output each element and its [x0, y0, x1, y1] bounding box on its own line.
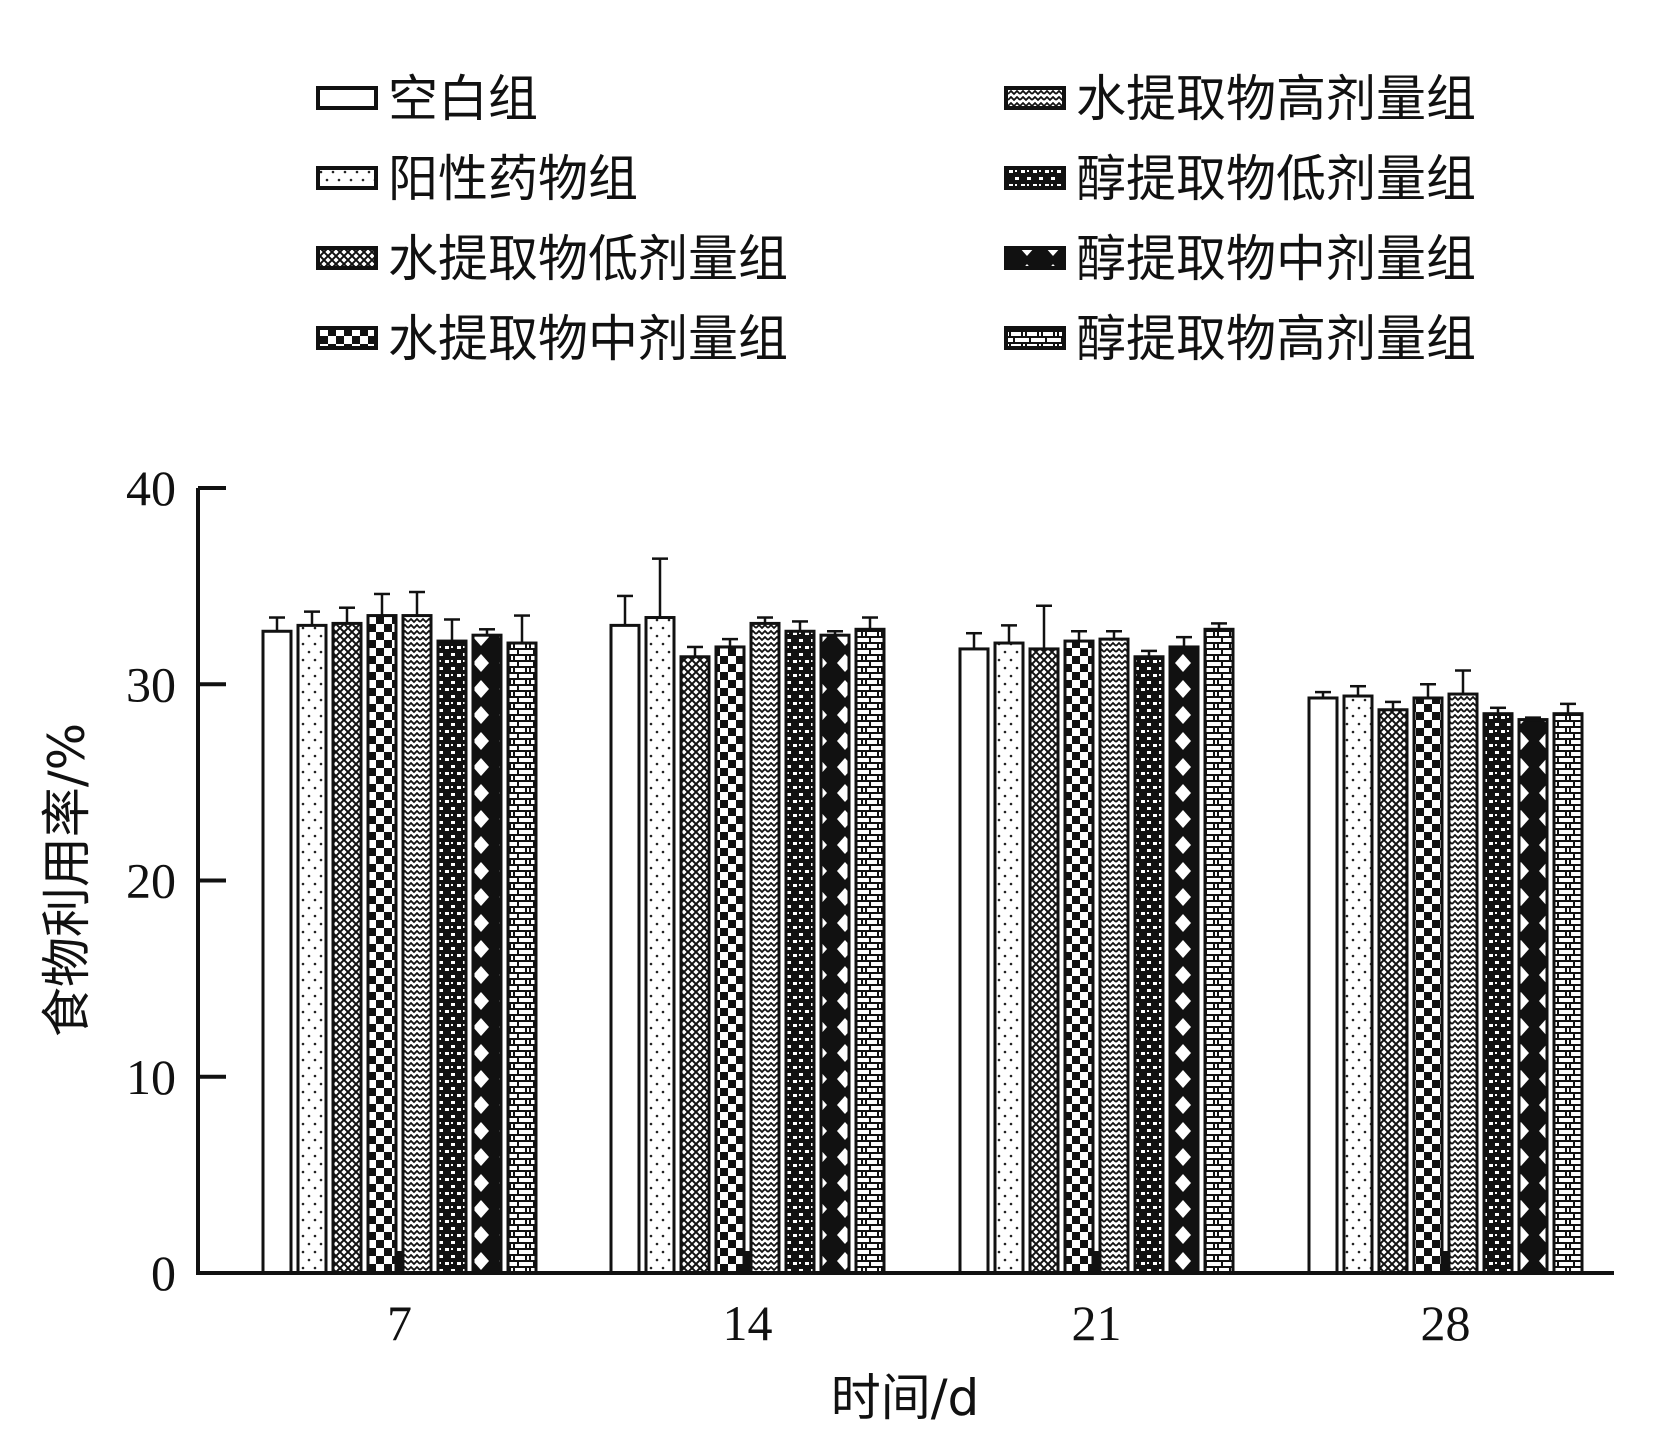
- y-axis-title: 食物利用率/%: [38, 723, 96, 1037]
- legend-label-6: 醇提取物中剂量组: [1076, 230, 1476, 288]
- bar-s3-c0: [366, 614, 398, 1275]
- bar-s3-c3: [1412, 696, 1444, 1275]
- bar-s5-c3: [1482, 712, 1514, 1275]
- bar-s7-c3: [1552, 712, 1584, 1275]
- bar-s7-c0: [506, 641, 538, 1275]
- bar-s5-c2: [1133, 655, 1165, 1275]
- x-tick-label-1: 14: [723, 1295, 773, 1351]
- legend-label-3: 水提取物中剂量组: [388, 310, 788, 368]
- y-tick-label-3: 30: [126, 656, 176, 712]
- bar-s7-c1: [854, 627, 886, 1275]
- y-tick-label-0: 0: [151, 1245, 176, 1301]
- bar-s5-c1: [784, 629, 816, 1275]
- legend-label-0: 空白组: [388, 70, 538, 128]
- bar-s7-c2: [1203, 627, 1235, 1275]
- legend-swatch-4: [1004, 86, 1066, 110]
- bar-s2-c3: [1377, 708, 1409, 1275]
- bar-s0-c2: [958, 647, 990, 1275]
- legend-label-7: 醇提取物高剂量组: [1076, 310, 1476, 368]
- legend-swatch-2: [316, 246, 378, 270]
- bar-s2-c0: [331, 621, 363, 1275]
- legend-swatch-0: [316, 86, 378, 110]
- legend-label-5: 醇提取物低剂量组: [1076, 150, 1476, 208]
- bar-s5-c0: [436, 639, 468, 1275]
- ticks: 0 10 20 30 40 7 14 21 28: [126, 460, 1471, 1351]
- legend-swatch-7: [1004, 326, 1066, 350]
- bar-s0-c3: [1307, 696, 1339, 1275]
- bar-s3-c1: [714, 645, 746, 1275]
- legend-label-2: 水提取物低剂量组: [388, 230, 788, 288]
- bar-s4-c1: [749, 621, 781, 1275]
- bar-s1-c2: [993, 641, 1025, 1275]
- y-tick-label-2: 20: [126, 853, 176, 909]
- legend-label-4: 水提取物高剂量组: [1076, 70, 1476, 128]
- bar-s0-c1: [609, 623, 641, 1275]
- legend-label-1: 阳性药物组: [388, 150, 638, 208]
- x-tick-label-2: 21: [1072, 1295, 1122, 1351]
- bars: [261, 557, 1584, 1275]
- bar-s6-c3: [1517, 718, 1549, 1275]
- x-tick-label-0: 7: [387, 1295, 412, 1351]
- legend-swatch-6: [1004, 246, 1066, 270]
- bar-s1-c0: [296, 623, 328, 1275]
- legend-swatch-3: [316, 326, 378, 350]
- bar-s4-c3: [1447, 692, 1479, 1275]
- bar-s2-c1: [679, 655, 711, 1275]
- bar-s4-c0: [401, 614, 433, 1275]
- bar-s6-c0: [471, 633, 503, 1275]
- bar-s4-c2: [1098, 637, 1130, 1275]
- y-tick-label-1: 10: [126, 1049, 176, 1105]
- y-tick-label-4: 40: [126, 460, 176, 516]
- legend-swatch-5: [1004, 166, 1066, 190]
- x-axis-title: 时间/d: [831, 1369, 980, 1427]
- bar-s6-c1: [819, 633, 851, 1275]
- legend-swatch-1: [316, 166, 378, 190]
- bar-s6-c2: [1168, 645, 1200, 1275]
- bar-s1-c1: [644, 616, 676, 1275]
- bar-s2-c2: [1028, 647, 1060, 1275]
- bar-s0-c0: [261, 629, 293, 1275]
- x-tick-label-3: 28: [1421, 1295, 1471, 1351]
- bar-s1-c3: [1342, 694, 1374, 1275]
- bar-s3-c2: [1063, 639, 1095, 1275]
